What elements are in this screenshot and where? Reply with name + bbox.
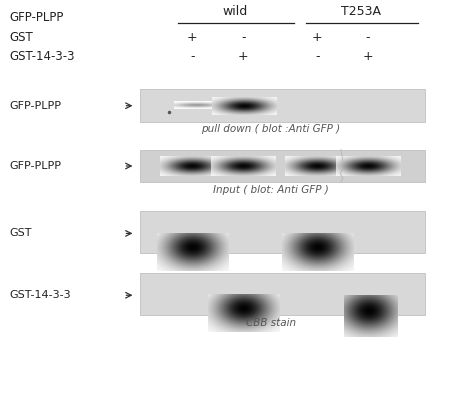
Text: GFP-PLPP: GFP-PLPP: [10, 101, 61, 111]
FancyBboxPatch shape: [140, 150, 425, 182]
Text: CBB stain: CBB stain: [246, 318, 296, 328]
Text: GST: GST: [10, 228, 32, 239]
Text: wild: wild: [222, 6, 248, 18]
Text: +: +: [187, 32, 198, 44]
Text: -: -: [190, 50, 195, 63]
FancyBboxPatch shape: [140, 89, 425, 122]
Text: GST-14-3-3: GST-14-3-3: [10, 50, 75, 63]
Text: GST-14-3-3: GST-14-3-3: [10, 290, 71, 300]
Text: +: +: [238, 50, 248, 63]
Text: GST: GST: [10, 32, 33, 44]
Text: -: -: [241, 32, 246, 44]
FancyBboxPatch shape: [140, 273, 425, 315]
Text: -: -: [366, 32, 370, 44]
Text: Input ( blot: Anti GFP ): Input ( blot: Anti GFP ): [213, 185, 329, 195]
Text: +: +: [363, 50, 373, 63]
Text: -: -: [315, 50, 320, 63]
Text: +: +: [312, 32, 323, 44]
FancyBboxPatch shape: [140, 211, 425, 253]
Text: GFP-PLPP: GFP-PLPP: [10, 12, 64, 24]
Text: T253A: T253A: [341, 6, 381, 18]
Text: pull down ( blot :Anti GFP ): pull down ( blot :Anti GFP ): [201, 124, 340, 134]
Text: GFP-PLPP: GFP-PLPP: [10, 161, 61, 171]
